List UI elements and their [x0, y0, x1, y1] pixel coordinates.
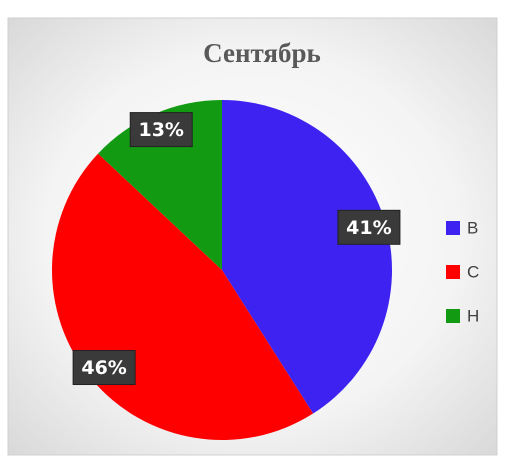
legend-swatch [446, 265, 460, 279]
legend-label: В [467, 218, 478, 237]
data-label: 41% [346, 217, 391, 239]
legend-swatch [446, 309, 460, 323]
legend-label: Н [467, 306, 479, 325]
data-label: 13% [138, 119, 183, 141]
pie-slice [222, 100, 392, 414]
data-label: 46% [81, 357, 126, 379]
legend-swatch [446, 221, 460, 235]
data-label-box [72, 350, 136, 386]
legend-label: С [467, 262, 479, 281]
chart-title: Сентябрь [203, 38, 321, 68]
data-label-box [337, 209, 401, 245]
data-label-box [129, 112, 193, 148]
